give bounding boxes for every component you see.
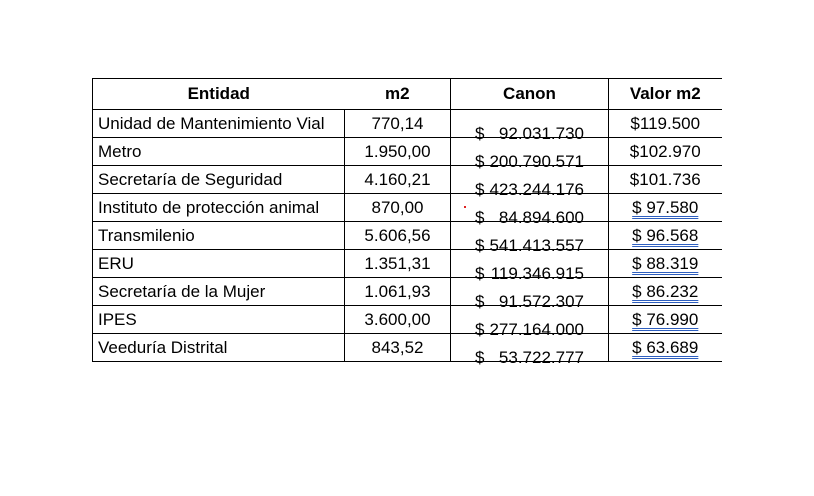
cell-canon: $200.790.571 (450, 137, 609, 171)
canon-currency: $ (475, 263, 485, 283)
comment-marker-icon (464, 206, 466, 208)
cell-entidad: Veeduría Distrital (92, 333, 345, 362)
canon-currency: $ (475, 123, 485, 143)
canon-amount: 53.722.777 (498, 347, 584, 367)
cell-entidad: Instituto de protección animal (92, 193, 345, 222)
cell-m2: 843,52 (344, 333, 451, 362)
cell-entidad: ERU (92, 249, 345, 278)
table-row: Veeduría Distrital 843,52 $53.722.777 $ 63.… (92, 333, 722, 367)
valor-m2-text: $119.500 (630, 113, 701, 133)
valor-m2-text: $ 86.232 (632, 281, 699, 301)
valor-m2-text: $101.736 (629, 169, 701, 189)
canon-currency: $ (475, 291, 485, 311)
cell-entidad: Unidad de Mantenimiento Vial (92, 109, 345, 138)
cell-canon: $423.244.176 (450, 165, 609, 199)
table-row: ERU 1.351,31 $119.346.915 $ 88.319 (92, 249, 722, 283)
valor-m2-text: $ 97.580 (632, 197, 699, 217)
cell-m2: 870,00 (344, 193, 451, 222)
table-row: Transmilenio 5.606,56 $541.413.557 $ 96.568 (92, 221, 722, 255)
cell-canon: $277.164.000 (450, 305, 609, 339)
cell-canon: $53.722.777 (450, 333, 609, 367)
cell-canon: $119.346.915 (450, 249, 609, 283)
cell-entidad: Metro (92, 137, 345, 166)
header-canon: Canon (450, 78, 609, 110)
cell-canon: $541.413.557 (450, 221, 609, 255)
table-row: Secretaría de Seguridad 4.160,21 $423.244.… (92, 165, 722, 199)
cell-valor-m2: $ 97.580 (608, 193, 722, 222)
cell-valor-m2: $ 63.689 (608, 333, 722, 362)
cell-valor-m2: $ 86.232 (608, 277, 722, 306)
cell-m2: 3.600,00 (344, 305, 451, 334)
cell-entidad: IPES (92, 305, 345, 334)
valor-m2-text: $ 88.319 (632, 253, 699, 273)
canon-currency: $ (475, 319, 485, 339)
cell-m2: 770,14 (344, 109, 451, 138)
header-m2: m2 (344, 78, 451, 110)
canon-currency: $ (475, 207, 485, 227)
cell-m2: 1.351,31 (344, 249, 451, 278)
cell-valor-m2: $101.736 (608, 165, 722, 194)
cell-m2: 4.160,21 (344, 165, 451, 194)
canon-currency: $ (475, 179, 485, 199)
cell-m2: 5.606,56 (344, 221, 451, 250)
cell-entidad: Secretaría de Seguridad (92, 165, 345, 194)
table-row: Unidad de Mantenimiento Vial 770,14 $92.03… (92, 109, 722, 143)
canon-currency: $ (475, 235, 485, 255)
table-row: Instituto de protección animal 870,00 $84.… (92, 193, 722, 227)
header-valor-m2: Valor m2 (608, 78, 722, 110)
cell-canon: $84.894.600 (450, 193, 609, 227)
table-row: Metro 1.950,00 $200.790.571 $102.970 (92, 137, 722, 171)
cell-m2: 1.061,93 (344, 277, 451, 306)
cell-entidad: Secretaría de la Mujer (92, 277, 345, 306)
valor-m2-text: $ 76.990 (632, 309, 699, 329)
cell-canon: $91.572.307 (450, 277, 609, 311)
table-row: IPES 3.600,00 $277.164.000 $ 76.990 (92, 305, 722, 339)
cell-valor-m2: $ 88.319 (608, 249, 722, 278)
cell-m2: 1.950,00 (344, 137, 451, 166)
valor-m2-text: $ 96.568 (632, 225, 699, 245)
valor-m2-text: $102.970 (629, 141, 701, 161)
cell-valor-m2: $ 96.568 (608, 221, 722, 250)
canon-currency: $ (475, 347, 485, 367)
rent-table: Entidad m2 Canon Valor m2 Unidad de Mant… (92, 78, 722, 367)
cell-valor-m2: $ 76.990 (608, 305, 722, 334)
canon-currency: $ (475, 151, 485, 171)
header-row: Entidad m2 Canon Valor m2 (92, 78, 722, 110)
header-entidad: Entidad (92, 78, 345, 110)
cell-entidad: Transmilenio (92, 221, 345, 250)
valor-m2-text: $ 63.689 (632, 337, 699, 357)
table-row: Secretaría de la Mujer 1.061,93 $91.572.30… (92, 277, 722, 311)
cell-valor-m2: $119.500 (608, 109, 722, 138)
cell-valor-m2: $102.970 (608, 137, 722, 166)
cell-canon: $92.031.730 (450, 109, 609, 143)
